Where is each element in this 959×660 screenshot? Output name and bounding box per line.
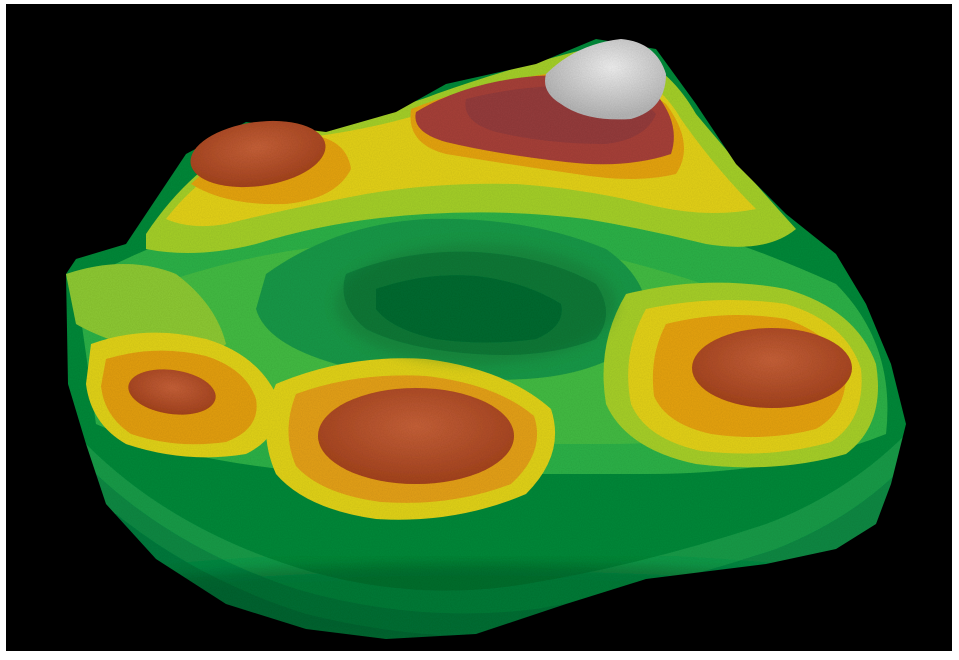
base-shadow xyxy=(66,564,896,639)
peak-snowcap xyxy=(545,39,666,120)
peak-front-right xyxy=(692,328,852,408)
image-viewport xyxy=(6,4,952,651)
peak-back-left xyxy=(190,120,326,188)
left-ridge-slope xyxy=(66,264,226,358)
terrain-peaks xyxy=(128,39,852,484)
basin-shadow xyxy=(336,244,616,364)
peak-front-left xyxy=(128,369,216,415)
peak-front-center xyxy=(318,388,514,484)
terrain-relief-render xyxy=(66,39,906,639)
